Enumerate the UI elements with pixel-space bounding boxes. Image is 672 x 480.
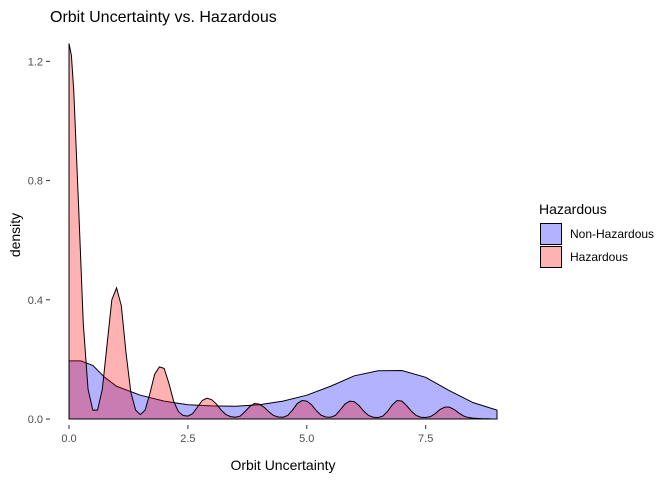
legend-key-non-hazardous: [540, 223, 562, 245]
legend-key-bg-hazardous: [540, 246, 562, 268]
x-tick-label: 0.0: [61, 433, 76, 445]
density-area-hazardous: [68, 43, 497, 420]
y-axis-title: density: [7, 213, 23, 257]
legend: Hazardous Non-Hazardous Hazardous: [539, 201, 654, 268]
density-area-non-hazardous: [68, 360, 498, 420]
y-tick-label: 0.8: [28, 176, 43, 188]
x-tick-label: 7.5: [418, 433, 433, 445]
chart-title: Orbit Uncertainty vs. Hazardous: [50, 9, 277, 26]
x-axis-title: Orbit Uncertainty: [230, 457, 335, 473]
legend-key-hazardous: [540, 246, 562, 268]
x-tick-label: 5.0: [299, 433, 314, 445]
x-axis: 0.0 2.5 5.0 7.5: [61, 425, 433, 445]
legend-key-bg-non-hazardous: [540, 223, 562, 245]
x-tick-label: 2.5: [180, 433, 195, 445]
legend-label-non-hazardous: Non-Hazardous: [570, 227, 654, 241]
legend-title: Hazardous: [539, 201, 607, 217]
y-tick-label: 0.4: [28, 295, 43, 307]
legend-label-hazardous: Hazardous: [570, 250, 628, 264]
y-axis: 0.0 0.4 0.8 1.2: [28, 56, 50, 426]
y-tick-label: 0.0: [28, 414, 43, 426]
plot-areas: [68, 43, 498, 420]
y-tick-label: 1.2: [28, 56, 43, 68]
